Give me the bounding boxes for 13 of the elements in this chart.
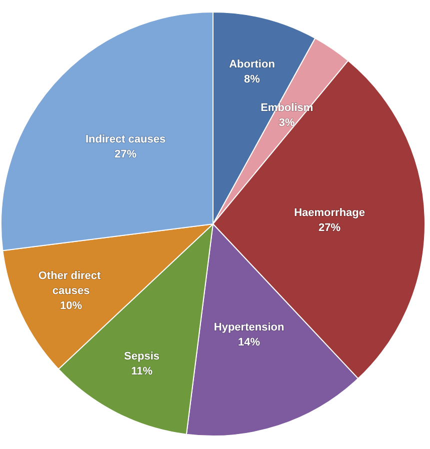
data-label: 27%	[318, 222, 341, 234]
slice-label: Hypertension	[214, 321, 284, 334]
data-label: 27%	[114, 148, 137, 160]
data-label: 8%	[244, 74, 260, 86]
slice-label: Indirect causes	[85, 133, 166, 146]
data-label: 11%	[131, 365, 153, 378]
data-label: 3%	[278, 116, 296, 129]
data-label: 14%	[238, 336, 260, 348]
slice-label: Other direct causes	[38, 270, 104, 297]
slice-label: Sepsis	[124, 350, 160, 362]
slice-label: Abortion	[229, 58, 276, 71]
slice-label: Haemorrhage	[294, 206, 366, 219]
data-label: 10%	[60, 300, 82, 312]
